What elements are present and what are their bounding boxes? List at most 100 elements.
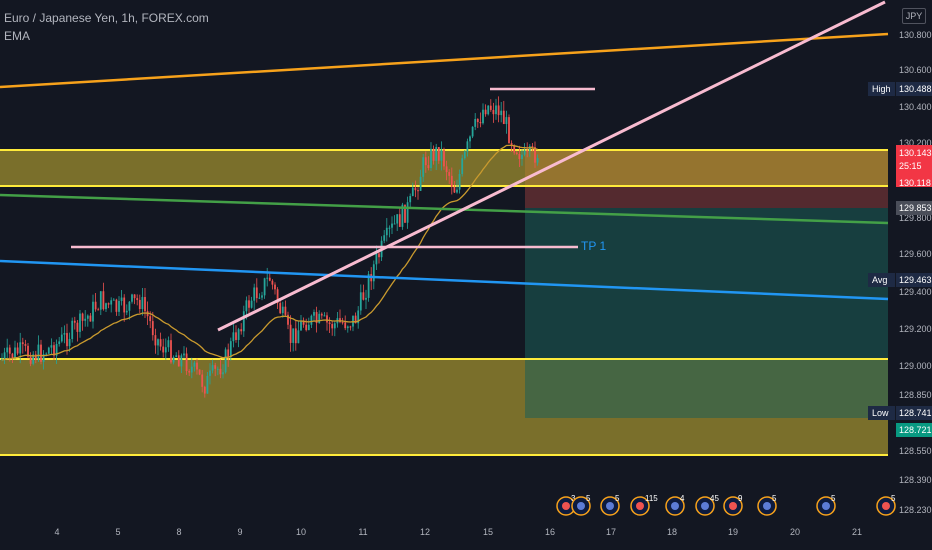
candle-body (482, 109, 484, 124)
zones-layer (0, 149, 888, 456)
candle-body (164, 347, 167, 353)
candle-body (393, 223, 396, 225)
candle-body (29, 356, 32, 364)
candle-body (125, 310, 128, 313)
candle-body (313, 312, 315, 316)
price-tick-label: 130.200 (899, 138, 932, 148)
time-axis[interactable]: 4 5 8 9 10 11 12 15 16 17 18 19 20 21 (54, 527, 862, 537)
candle-body (523, 150, 526, 155)
candle-body (414, 187, 417, 191)
candle-body (427, 165, 430, 169)
price-tick-label: 128.550 (899, 446, 932, 456)
candle-body (219, 368, 222, 375)
candle-body (118, 300, 120, 312)
candle-body (354, 315, 357, 324)
candle-body (333, 323, 336, 329)
candle-body (14, 347, 16, 358)
candle-body (16, 347, 19, 354)
candle-body (266, 277, 269, 279)
take-profit-zone (525, 208, 888, 418)
candle-body (177, 355, 180, 367)
ema-line (1, 144, 538, 361)
position-entry-zone (525, 150, 888, 186)
candle-body (271, 280, 274, 285)
green-trendline (0, 193, 889, 225)
event-badge-count: 115 (645, 494, 658, 503)
candle-body (42, 354, 45, 362)
candle-body (388, 227, 391, 229)
event-flag-icon (822, 502, 830, 510)
candle-body (276, 289, 279, 304)
candle-body (19, 342, 22, 354)
candle-body (300, 321, 302, 331)
event-badge-count: 5 (891, 494, 896, 503)
candle-body (531, 146, 534, 148)
candle-body (190, 366, 193, 373)
candle-body (248, 300, 250, 308)
candle-body (505, 117, 508, 125)
candle-body (268, 277, 271, 281)
countdown-value: 25:15 (899, 161, 922, 171)
candle-body (53, 345, 55, 356)
candle-body (443, 149, 445, 167)
candle-body (476, 118, 479, 123)
date-tick-label: 19 (728, 527, 738, 537)
candle-body (484, 109, 487, 115)
candle-body (27, 345, 29, 357)
candle-body (45, 353, 48, 355)
candle-body (326, 315, 328, 323)
candle-body (253, 287, 256, 301)
date-tick-label: 16 (545, 527, 555, 537)
symbol-title[interactable]: Euro / Japanese Yen, 1h, FOREX.com (4, 11, 209, 25)
candle-body (375, 253, 378, 265)
candle-body (175, 355, 178, 358)
date-tick-label: 4 (54, 527, 59, 537)
candle-body (172, 357, 175, 363)
candle-body (359, 292, 362, 311)
candle-body (401, 204, 404, 227)
candle-body (497, 105, 500, 116)
candle-body (196, 362, 198, 370)
stop-loss-zone (525, 186, 888, 208)
price-axis[interactable]: 130.800 130.600 130.400 130.200 129.800 129.6… (868, 30, 932, 515)
candle-body (292, 328, 295, 343)
event-flag-icon (606, 502, 614, 510)
high-tag-bg (896, 82, 932, 96)
candle-body (242, 311, 245, 332)
candle-body (315, 312, 318, 324)
event-flag-icon (763, 502, 771, 510)
event-badges[interactable]: 3 5 5 115 4 45 9 5 5 5 (556, 494, 896, 516)
candle-body (357, 310, 360, 324)
candle-body (297, 330, 300, 344)
candle-body (474, 118, 477, 127)
candle-body (235, 332, 237, 340)
candle-body (102, 291, 105, 310)
currency-badge[interactable]: JPY (902, 8, 926, 24)
event-flag-icon (882, 502, 890, 510)
candle-body (232, 332, 235, 342)
candle-body (284, 306, 287, 315)
candle-body (466, 141, 469, 152)
date-tick-label: 21 (852, 527, 862, 537)
candle-body (144, 297, 146, 312)
candle-body (318, 313, 321, 324)
candle-body (81, 313, 84, 321)
candle-body (508, 117, 510, 144)
candle-body (398, 214, 401, 227)
low-tag-bg (896, 406, 932, 420)
candle-body (495, 105, 497, 115)
candle-body (279, 303, 282, 314)
candle-body (435, 147, 438, 161)
candle-body (406, 202, 409, 223)
candle-body (518, 153, 521, 159)
candle-body (471, 126, 474, 137)
indicator-ema-label[interactable]: EMA (4, 29, 31, 43)
event-flag-icon (701, 502, 709, 510)
event-badge-count: 3 (571, 494, 576, 503)
candle-body (365, 297, 367, 300)
candle-body (3, 352, 6, 359)
candle-body (99, 291, 102, 310)
price-tick-label: 129.000 (899, 361, 932, 371)
candle-body (362, 292, 365, 300)
